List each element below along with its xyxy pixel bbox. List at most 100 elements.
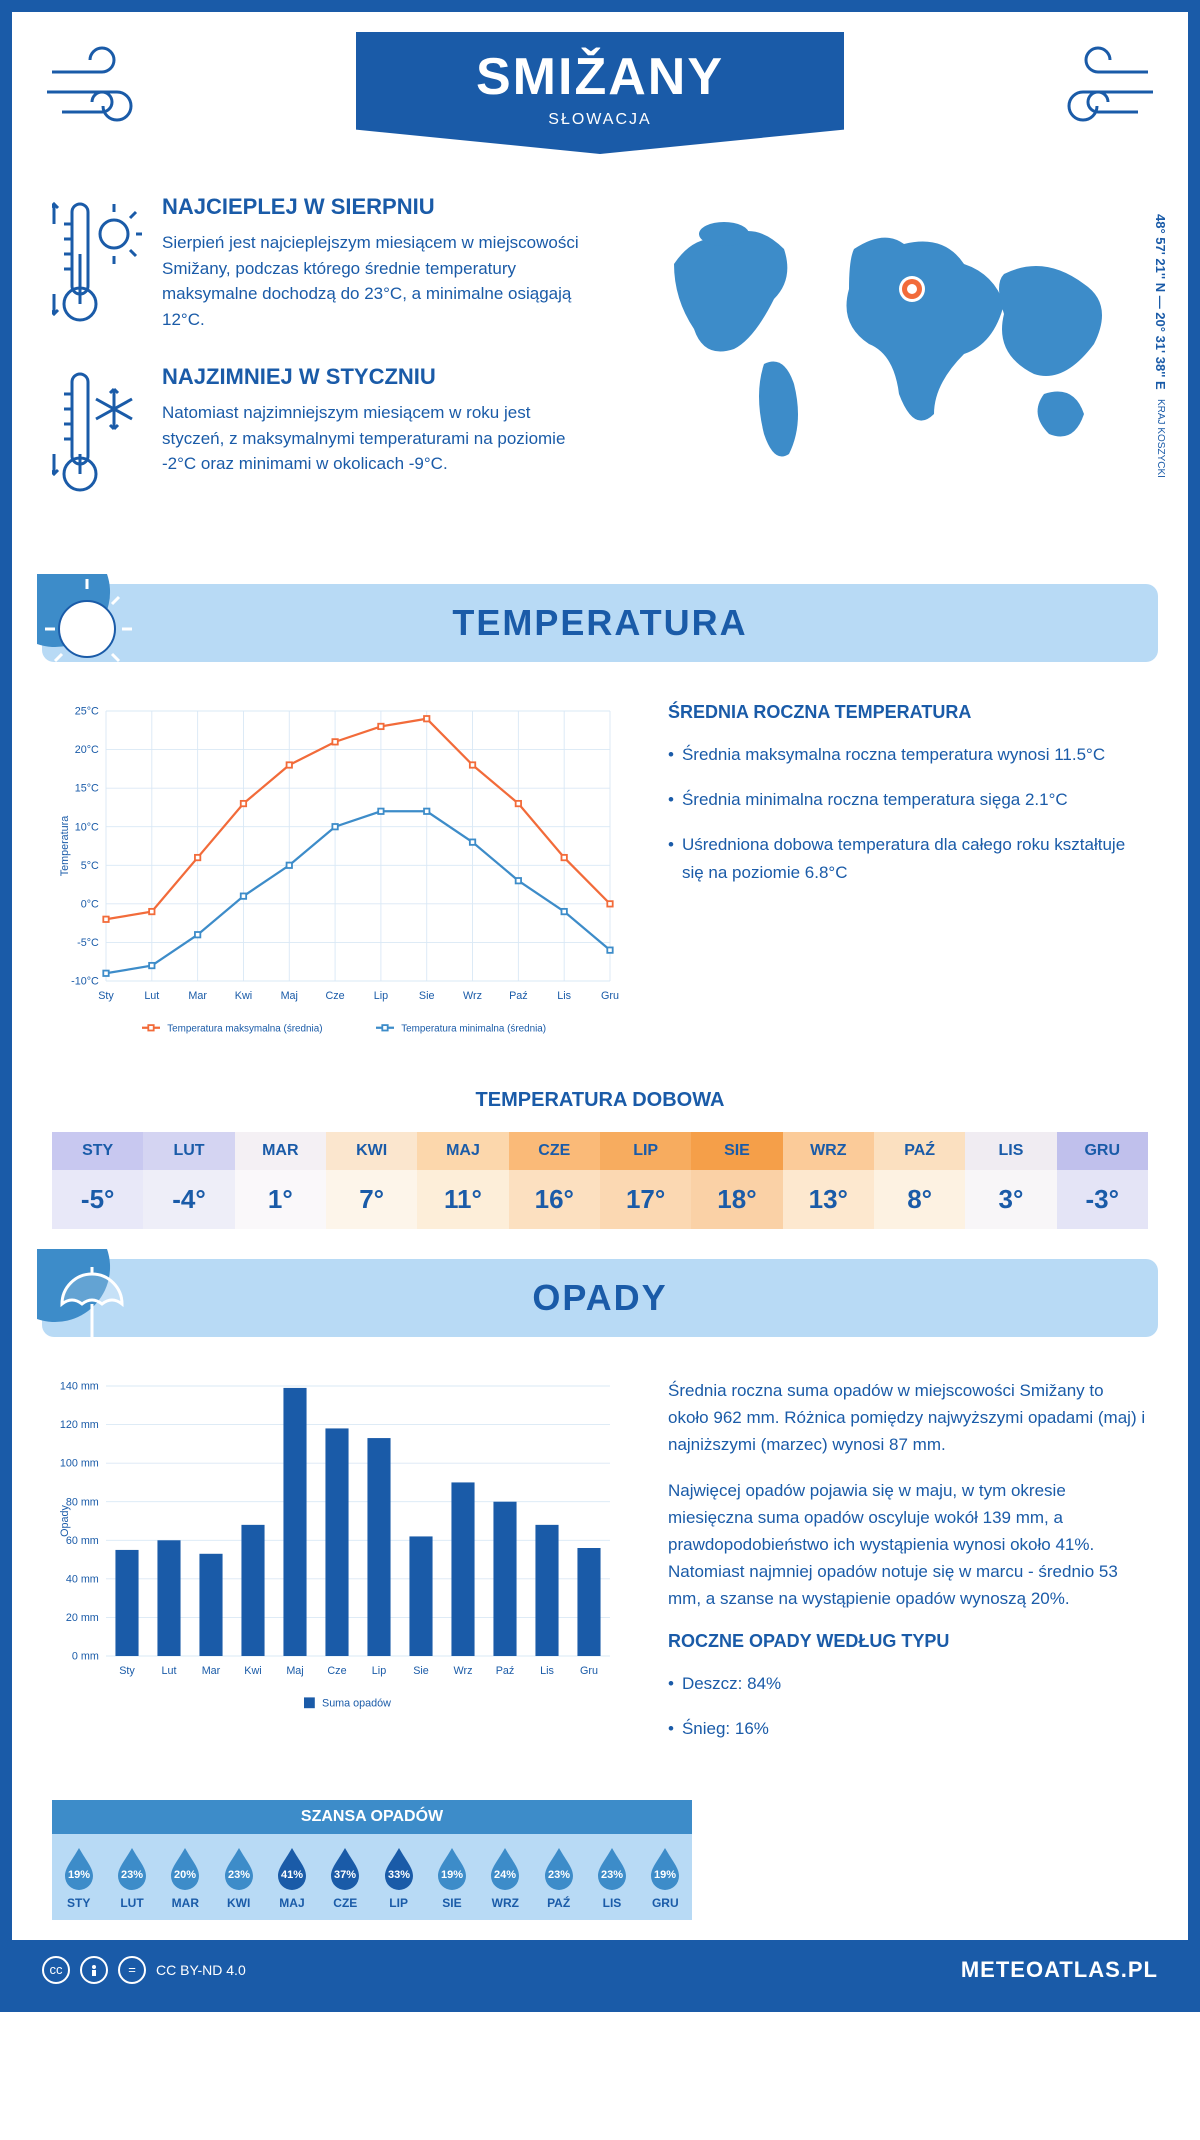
temp-table-cell: CZE 16° — [509, 1132, 600, 1229]
temp-table-cell: LUT -4° — [143, 1132, 234, 1229]
svg-text:Kwi: Kwi — [244, 1665, 261, 1677]
svg-text:100 mm: 100 mm — [60, 1458, 99, 1470]
svg-text:-10°C: -10°C — [71, 976, 99, 988]
svg-text:37%: 37% — [334, 1869, 356, 1881]
drop-icon: 37% — [327, 1846, 363, 1890]
svg-text:23%: 23% — [548, 1869, 570, 1881]
svg-text:Temperatura: Temperatura — [59, 816, 71, 877]
hot-block: NAJCIEPLEJ W SIERPNIU Sierpień jest najc… — [52, 194, 580, 334]
svg-text:20°C: 20°C — [75, 744, 99, 756]
svg-text:Sty: Sty — [98, 990, 114, 1002]
svg-text:Sty: Sty — [119, 1665, 135, 1677]
brand: METEOATLAS.PL — [961, 1957, 1158, 1983]
cc-icon: cc — [42, 1956, 70, 1984]
drop-icon: 23% — [114, 1846, 150, 1890]
svg-text:Lut: Lut — [144, 990, 159, 1002]
footer: cc = CC BY-ND 4.0 METEOATLAS.PL — [12, 1940, 1188, 2000]
license-text: CC BY-ND 4.0 — [156, 1962, 246, 1978]
svg-text:120 mm: 120 mm — [60, 1419, 99, 1431]
drop-icon: 23% — [594, 1846, 630, 1890]
temp-stats-title: ŚREDNIA ROCZNA TEMPERATURA — [668, 702, 1148, 723]
chance-cell: 23% PAŹ — [532, 1834, 585, 1920]
svg-text:140 mm: 140 mm — [60, 1381, 99, 1393]
svg-text:5°C: 5°C — [81, 860, 99, 872]
city-name: SMIŽANY — [476, 47, 724, 107]
svg-text:10°C: 10°C — [75, 821, 99, 833]
chance-cell: 19% SIE — [425, 1834, 478, 1920]
precipitation-title: OPADY — [42, 1277, 1158, 1319]
svg-text:Gru: Gru — [601, 990, 619, 1002]
svg-text:Temperatura minimalna (średnia: Temperatura minimalna (średnia) — [401, 1023, 546, 1034]
svg-text:Mar: Mar — [202, 1665, 221, 1677]
svg-text:40 mm: 40 mm — [66, 1573, 99, 1585]
drop-icon: 33% — [381, 1846, 417, 1890]
chance-cell: 23% LUT — [105, 1834, 158, 1920]
wind-icon — [1038, 42, 1158, 132]
svg-text:23%: 23% — [228, 1869, 250, 1881]
svg-text:Gru: Gru — [580, 1665, 598, 1677]
svg-text:Paź: Paź — [496, 1665, 515, 1677]
cold-title: NAJZIMNIEJ W STYCZNIU — [162, 364, 580, 390]
header: SMIŽANY SŁOWACJA — [12, 12, 1188, 194]
svg-text:Opady: Opady — [59, 1505, 71, 1537]
svg-text:Cze: Cze — [325, 990, 344, 1002]
svg-text:19%: 19% — [654, 1869, 676, 1881]
hot-text: Sierpień jest najcieplejszym miesiącem w… — [162, 230, 580, 332]
precip-text-2: Najwięcej opadów pojawia się w maju, w t… — [668, 1477, 1148, 1613]
temp-table-cell: LIS 3° — [965, 1132, 1056, 1229]
temperature-body: -10°C-5°C0°C5°C10°C15°C20°C25°CStyLutMar… — [12, 682, 1188, 1069]
svg-text:Lut: Lut — [162, 1665, 177, 1677]
temperature-line-chart: -10°C-5°C0°C5°C10°C15°C20°C25°CStyLutMar… — [52, 702, 628, 1044]
sun-icon — [37, 574, 147, 684]
chance-cell: 20% MAR — [159, 1834, 212, 1920]
temp-table-cell: MAR 1° — [235, 1132, 326, 1229]
chance-cell: 37% CZE — [319, 1834, 372, 1920]
temp-table-cell: GRU -3° — [1057, 1132, 1148, 1229]
temp-table-cell: PAŹ 8° — [874, 1132, 965, 1229]
svg-text:0 mm: 0 mm — [72, 1651, 99, 1663]
daily-temp-table: STY -5°LUT -4°MAR 1°KWI 7°MAJ 11°CZE 16°… — [52, 1132, 1148, 1229]
svg-text:20%: 20% — [174, 1869, 196, 1881]
svg-text:Maj: Maj — [281, 990, 298, 1002]
precipitation-section-head: OPADY — [42, 1259, 1158, 1337]
drop-icon: 20% — [167, 1846, 203, 1890]
svg-text:Lis: Lis — [540, 1665, 554, 1677]
svg-text:Sie: Sie — [419, 990, 435, 1002]
country-name: SŁOWACJA — [476, 111, 724, 129]
svg-text:Paź: Paź — [509, 990, 528, 1002]
svg-text:Wrz: Wrz — [454, 1665, 473, 1677]
svg-text:23%: 23% — [601, 1869, 623, 1881]
svg-text:0°C: 0°C — [81, 898, 99, 910]
infographic-frame: SMIŽANY SŁOWACJA — [0, 0, 1200, 2012]
precip-type-item: Śnieg: 16% — [668, 1715, 1148, 1742]
precip-text-1: Średnia roczna suma opadów w miejscowośc… — [668, 1377, 1148, 1459]
daily-temp-title: TEMPERATURA DOBOWA — [12, 1089, 1188, 1112]
temp-table-cell: KWI 7° — [326, 1132, 417, 1229]
umbrella-icon — [37, 1249, 147, 1359]
nd-icon: = — [118, 1956, 146, 1984]
cold-block: NAJZIMNIEJ W STYCZNIU Natomiast najzimni… — [52, 364, 580, 504]
temp-table-cell: MAJ 11° — [417, 1132, 508, 1229]
thermometer-snow-icon — [52, 364, 142, 504]
chance-cell: 19% STY — [52, 1834, 105, 1920]
temp-stat-item: Średnia maksymalna roczna temperatura wy… — [668, 741, 1148, 768]
chance-box: SZANSA OPADÓW 19% STY 23% LUT 20% MAR 23… — [52, 1800, 692, 1920]
svg-text:Maj: Maj — [286, 1665, 303, 1677]
svg-text:20 mm: 20 mm — [66, 1612, 99, 1624]
svg-text:Lip: Lip — [372, 1665, 386, 1677]
thermometer-sun-icon — [52, 194, 142, 334]
chance-title: SZANSA OPADÓW — [52, 1800, 692, 1834]
world-map-icon — [620, 194, 1148, 474]
drop-icon: 19% — [647, 1846, 683, 1890]
chance-cell: 23% LIS — [585, 1834, 638, 1920]
precipitation-body: 0 mm20 mm40 mm60 mm80 mm100 mm120 mm140 … — [12, 1357, 1188, 1780]
temp-table-cell: STY -5° — [52, 1132, 143, 1229]
svg-text:19%: 19% — [68, 1869, 90, 1881]
svg-text:33%: 33% — [388, 1869, 410, 1881]
wind-icon — [42, 42, 162, 132]
svg-text:19%: 19% — [441, 1869, 463, 1881]
temp-table-cell: SIE 18° — [691, 1132, 782, 1229]
chance-cell: 19% GRU — [639, 1834, 692, 1920]
chance-cell: 33% LIP — [372, 1834, 425, 1920]
drop-icon: 19% — [434, 1846, 470, 1890]
